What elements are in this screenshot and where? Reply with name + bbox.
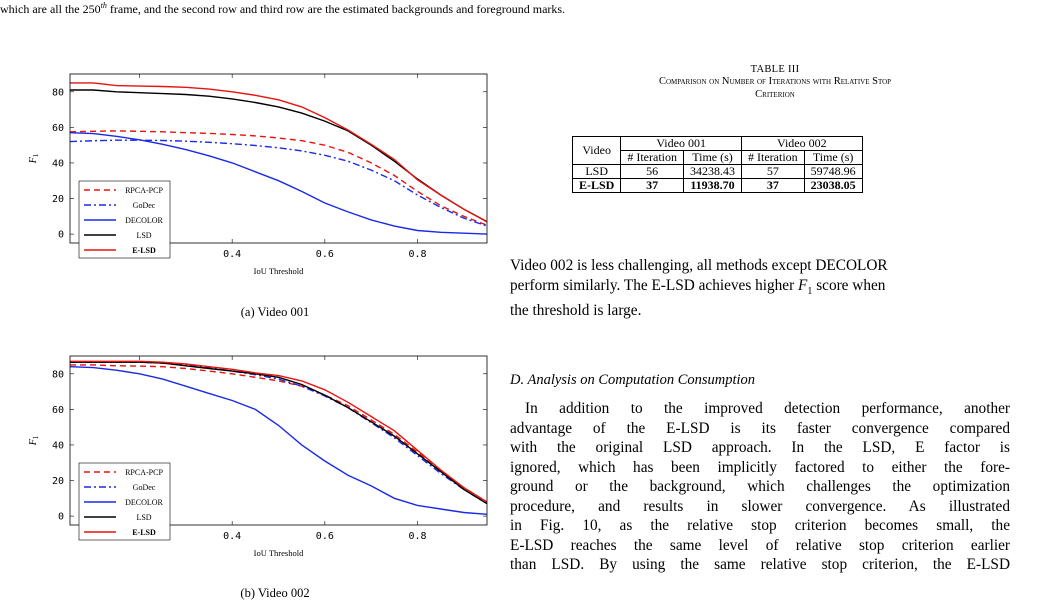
y-axis-label: F1 [28,435,40,446]
text-line: ground or the background, which challeng… [510,478,1010,495]
caption-video-002: (b) Video 002 [240,586,310,600]
text-line: the threshold is large. [510,302,642,320]
header-time-2: Time (s) [803,150,863,165]
x-tick-label: 0.8 [408,531,426,542]
y-tick-label: 20 [52,194,64,205]
cell-iteration: 57 [741,164,805,179]
header-iteration-2: # Iteration [741,150,805,165]
legend-label: GoDec [133,483,156,492]
x-tick-label: 0.4 [223,531,241,542]
x-tick-label: 0.4 [223,249,241,260]
text-line: Video 002 is less challenging, all metho… [510,257,888,274]
cell-iteration: 37 [620,178,684,193]
y-tick-label: 20 [52,476,64,487]
series-line-e-lsd [70,82,487,223]
legend-label: E-LSD [132,528,156,537]
row-name: LSD [571,164,622,179]
cell-time: 34238.43 [683,164,742,179]
plot-frame [69,73,488,244]
x-tick-label: 0.8 [408,249,426,260]
header-video-001: Video 001 [620,136,742,151]
legend-label: E-LSD [132,246,156,255]
legend-label: LSD [136,513,151,522]
paragraph-video-002: Video 002 is less challenging, all metho… [510,256,1010,321]
legend: RPCA-PCP GoDec DECOLOR LSD E-LSD [78,180,171,259]
y-tick-label: 80 [52,369,64,380]
text-line: advantage of the E-LSD is its faster con… [510,419,1010,437]
text-line: E-LSD reaches the same level of relative… [510,536,1010,554]
series-line-lsd [70,361,487,505]
text-line: in Fig. 10, as the relative stop criteri… [510,517,1010,534]
legend-label: GoDec [133,201,156,210]
y-tick-label: 0 [58,512,64,523]
header-video-002: Video 002 [741,136,863,151]
text-line: In addition to the improved detection pe… [525,400,1010,417]
text-line: than LSD. By using the same relative sto… [510,556,1010,573]
series-line-decolor [70,132,487,235]
text-line: ignored, which has been implicitly facto… [510,458,1010,476]
figure-caption-continuation: which are all the 250th frame, and the s… [0,1,566,16]
header-video: Video [571,136,622,165]
legend-label: LSD [136,231,151,240]
y-tick-label: 60 [52,405,64,416]
legend-label: DECOLOR [125,216,163,225]
series-line-e-lsd [70,360,487,503]
text-line: procedure, and results in slower converg… [510,497,1010,515]
table-title-line-2: Criterion [755,89,795,100]
plot-frame [69,355,488,526]
y-tick-label: 80 [52,87,64,98]
table-title-line-1: Comparison on Number of Iterations with … [658,76,892,87]
text-line: perform similarly. The E-LSD achieves hi… [510,276,886,297]
series-line-decolor [70,366,487,515]
text-line: with the original LSD approach. In the L… [510,439,1010,456]
row-name: E-LSD [571,178,622,193]
y-tick-label: 40 [52,440,64,451]
table-number: TABLE III [750,64,800,75]
legend-label: DECOLOR [125,498,163,507]
x-axis-label: IoU Threshold [254,266,304,276]
cell-time: 23038.05 [803,178,863,193]
y-axis-label: F1 [28,153,40,164]
cell-time: 11938.70 [683,178,742,193]
legend-label: RPCA-PCP [125,186,163,195]
cell-iteration: 56 [620,164,684,179]
table-row: E-LSD 37 11938.70 37 23038.05 [571,178,863,193]
legend-label: RPCA-PCP [125,468,163,477]
x-axis-label: IoU Threshold [254,548,304,558]
y-tick-label: 40 [52,158,64,169]
section-heading: D. Analysis on Computation Consumption [510,372,756,388]
header-iteration-1: # Iteration [620,150,684,165]
table-caption: TABLE III Comparison on Number of Iterat… [510,64,1040,101]
y-tick-label: 0 [58,230,64,241]
paragraph-computation: In addition to the improved detection pe… [510,399,1010,575]
cell-time: 59748.96 [803,164,863,179]
legend: RPCA-PCP GoDec DECOLOR LSD E-LSD [78,462,171,541]
caption-video-001: (a) Video 001 [240,305,310,319]
x-tick-label: 0.6 [316,249,334,260]
header-time-1: Time (s) [683,150,742,165]
cell-iteration: 37 [741,178,805,193]
y-tick-label: 60 [52,123,64,134]
x-tick-label: 0.6 [316,531,334,542]
iterations-table: Video Video 001 Video 002 # Iteration Ti… [571,136,863,193]
table-row: LSD 56 34238.43 57 59748.96 [571,164,863,179]
